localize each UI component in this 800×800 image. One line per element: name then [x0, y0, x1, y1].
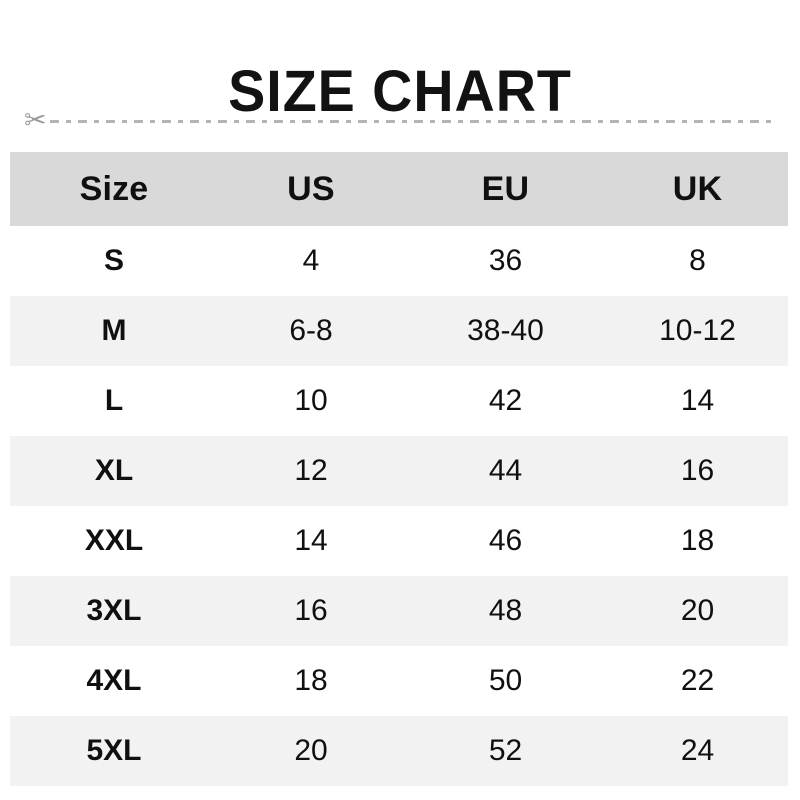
- table-row: L 10 42 14: [10, 366, 788, 436]
- cell-eu: 46: [488, 524, 523, 557]
- cell-eu: 48: [488, 594, 523, 627]
- cell-eu: 38-40: [467, 314, 544, 347]
- page-title-container: SIZE CHART: [0, 24, 800, 160]
- cell-us: 16: [294, 594, 328, 627]
- cell-uk: 18: [680, 524, 715, 557]
- cell-size: L: [104, 384, 124, 417]
- cell-uk: 10-12: [659, 314, 736, 347]
- table-row: 3XL 16 48 20: [10, 576, 788, 646]
- cell-uk: 14: [680, 384, 715, 417]
- table-row: XL 12 44 16: [10, 436, 788, 506]
- cell-size: 3XL: [86, 594, 142, 627]
- size-chart-table: Size US EU UK S 4 36 8 M 6-8 38-40 10-12…: [10, 152, 788, 786]
- table-header: Size US EU UK: [10, 152, 788, 226]
- cell-eu: 36: [488, 244, 523, 277]
- cell-us: 14: [294, 524, 328, 557]
- cell-uk: 24: [680, 734, 715, 767]
- page-title: SIZE CHART: [228, 58, 572, 124]
- table-row: XXL 14 46 18: [10, 506, 788, 576]
- column-header-us: US: [218, 152, 404, 226]
- table-row: M 6-8 38-40 10-12: [10, 296, 788, 366]
- cell-us: 18: [294, 664, 328, 697]
- cell-eu: 50: [488, 664, 523, 697]
- cell-uk: 22: [680, 664, 715, 697]
- scissors-icon: ✂: [24, 104, 47, 135]
- cell-us: 20: [294, 734, 328, 767]
- table-row: 5XL 20 52 24: [10, 716, 788, 786]
- cell-size: XXL: [84, 524, 144, 557]
- cell-size: 5XL: [86, 734, 142, 767]
- column-header-size: Size: [10, 152, 218, 226]
- cell-us: 6-8: [289, 314, 333, 347]
- cell-size: S: [103, 244, 124, 277]
- cell-us: 10: [294, 384, 328, 417]
- cell-uk: 16: [680, 454, 715, 487]
- column-header-eu: EU: [404, 152, 607, 226]
- cut-line: ✂: [24, 104, 776, 138]
- cell-us: 4: [302, 244, 320, 277]
- cell-us: 12: [294, 454, 328, 487]
- table-header-row: Size US EU UK: [10, 152, 788, 226]
- cell-uk: 8: [689, 244, 706, 277]
- cell-uk: 20: [680, 594, 715, 627]
- table-row: S 4 36 8: [10, 226, 788, 296]
- cell-eu: 44: [488, 454, 523, 487]
- table-body: S 4 36 8 M 6-8 38-40 10-12 L 10 42 14 XL…: [10, 226, 788, 786]
- table-row: 4XL 18 50 22: [10, 646, 788, 716]
- cell-size: 4XL: [86, 664, 142, 697]
- cell-eu: 42: [488, 384, 523, 417]
- cell-size: M: [101, 314, 127, 347]
- cell-size: XL: [94, 454, 134, 487]
- column-header-uk: UK: [607, 152, 788, 226]
- dashed-cut-rule: [49, 119, 776, 123]
- cell-eu: 52: [488, 734, 523, 767]
